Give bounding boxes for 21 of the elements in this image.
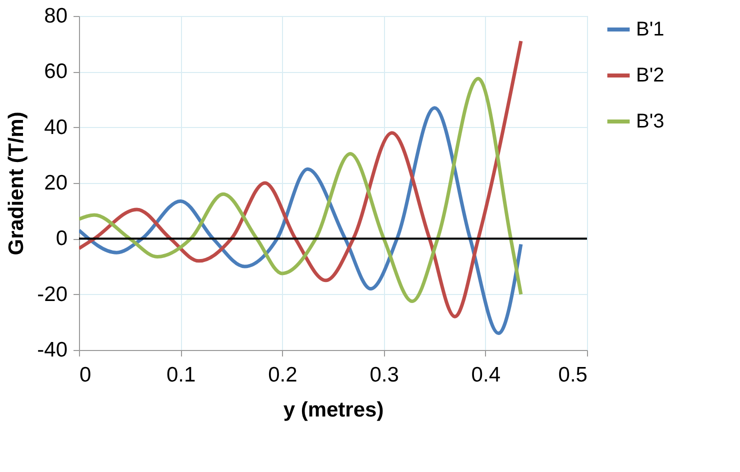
y-tick-label: 20 xyxy=(44,172,68,194)
line-series xyxy=(79,76,523,304)
y-tick-label: -20 xyxy=(37,282,68,306)
line-series xyxy=(79,106,523,336)
legend-label: B'3 xyxy=(636,110,664,132)
x-tick-label: 0.2 xyxy=(268,364,298,386)
y-tick-label: 40 xyxy=(44,116,68,139)
x-tick-label: 0.4 xyxy=(471,364,501,386)
x-tick-label: 0.1 xyxy=(166,364,196,386)
x-tick-label: 0.3 xyxy=(370,364,399,386)
y-tick-label: 60 xyxy=(44,60,68,84)
x-tick-label: 0 xyxy=(80,364,92,386)
legend-label: B'1 xyxy=(636,18,664,40)
y-tick-label: 0 xyxy=(56,227,68,250)
legend-label: B'2 xyxy=(636,64,664,86)
y-tick-label: 80 xyxy=(44,4,68,28)
x-tick-label: 0.5 xyxy=(558,364,588,386)
x-axis-title: y (metres) xyxy=(283,398,384,422)
y-tick-label: -40 xyxy=(37,338,68,362)
line-series xyxy=(79,39,523,318)
y-axis-title: Gradient (T/m) xyxy=(5,112,28,256)
